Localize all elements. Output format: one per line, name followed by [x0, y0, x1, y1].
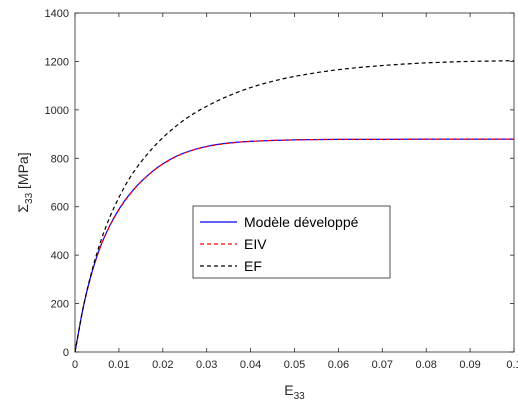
x-tick-label: 0.06: [328, 359, 349, 371]
series-line-1: [74, 138, 514, 353]
legend-entry-model: Modèle développé: [200, 214, 359, 230]
legend-entry-eiv: EIV: [200, 236, 267, 252]
x-tick-label: 0.04: [240, 359, 261, 371]
x-axis-label: E33: [284, 382, 305, 402]
x-tick-label: 0.05: [284, 359, 305, 371]
y-tick-label: 1200: [45, 56, 69, 68]
y-ticks: 0 200 400 600 800 1000 1200 1400: [45, 8, 514, 359]
y-tick-label: 800: [51, 153, 69, 165]
y-tick-label: 1400: [45, 8, 69, 20]
legend-box: [192, 205, 391, 279]
legend-entry-ef: EF: [200, 258, 262, 274]
y-tick-label: 200: [51, 299, 69, 311]
y-tick-label: 400: [51, 250, 69, 262]
x-tick-label: 0.09: [459, 359, 480, 371]
x-tick-label: 0.01: [108, 359, 129, 371]
x-tick-label: 0.02: [152, 359, 173, 371]
y-axis-label: Σ33 [MPa]: [15, 152, 35, 212]
y-tick-label: 600: [51, 202, 69, 214]
legend: Modèle développé EIV EF: [192, 205, 391, 279]
plot-area: [75, 13, 514, 352]
legend-label-eiv: EIV: [244, 236, 267, 252]
x-tick-label: 0.07: [372, 359, 393, 371]
y-tick-label: 1000: [45, 105, 69, 117]
x-tick-label: 0.08: [415, 359, 436, 371]
x-ticks: 0 0.01 0.02 0.03 0.04 0.05 0.06 0.07 0.08 0.09 0.1: [72, 13, 518, 371]
legend-label-ef: EF: [244, 258, 262, 274]
y-tick-label: 0: [63, 347, 69, 359]
x-tick-label: 0.03: [196, 359, 217, 371]
legend-label-model: Modèle développé: [244, 214, 359, 230]
x-tick-label: 0.1: [506, 359, 518, 371]
series-layer: [74, 60, 515, 353]
x-tick-label: 0: [72, 359, 78, 371]
